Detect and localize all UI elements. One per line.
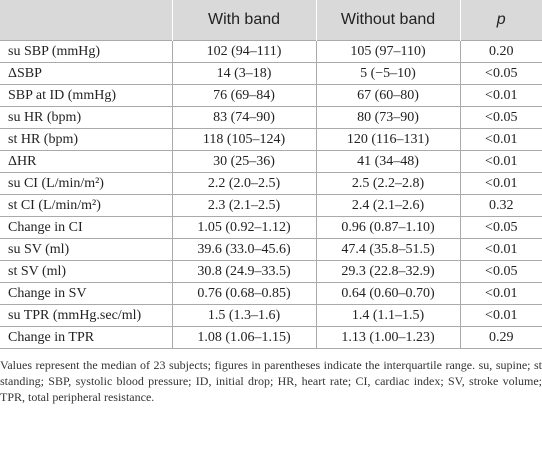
table-cell: 0.64 (0.60–0.70): [315, 282, 461, 305]
table-body: su SBP (mmHg) 102 (94–111) 105 (97–110) 0.2…: [0, 40, 542, 349]
table-cell: 2.2 (2.0–2.5): [171, 172, 317, 195]
table-cell: 83 (74–90): [171, 106, 317, 129]
table-cell: 47.4 (35.8–51.5): [315, 238, 461, 261]
table-row: ΔSBP 14 (3–18) 5 (−5–10) <0.05: [0, 62, 542, 85]
table-cell: <0.05: [459, 62, 542, 85]
table-cell: 41 (34–48): [315, 150, 461, 173]
header-cell: [0, 0, 172, 41]
table-cell: 0.76 (0.68–0.85): [171, 282, 317, 305]
table-cell: 0.32: [459, 194, 542, 217]
table-cell: <0.01: [459, 238, 542, 261]
row-label: Change in TPR: [0, 326, 173, 349]
row-label: su HR (bpm): [0, 106, 173, 129]
table-cell: 2.5 (2.2–2.8): [315, 172, 461, 195]
table-cell: <0.01: [459, 172, 542, 195]
table-row: ΔHR 30 (25–36) 41 (34–48) <0.01: [0, 150, 542, 173]
row-label: st HR (bpm): [0, 128, 173, 151]
table-cell: 1.05 (0.92–1.12): [171, 216, 317, 239]
table-cell: 39.6 (33.0–45.6): [171, 238, 317, 261]
table-cell: 0.20: [459, 40, 542, 63]
table-cell: 67 (60–80): [315, 84, 461, 107]
row-label: su SV (ml): [0, 238, 173, 261]
table-cell: 2.3 (2.1–2.5): [171, 194, 317, 217]
table-cell: 76 (69–84): [171, 84, 317, 107]
table-cell: 118 (105–124): [171, 128, 317, 151]
table-cell: 0.96 (0.87–1.10): [315, 216, 461, 239]
table-row: su CI (L/min/m²) 2.2 (2.0–2.5) 2.5 (2.2–2.…: [0, 172, 542, 195]
row-label: ΔSBP: [0, 62, 173, 85]
table-cell: 80 (73–90): [315, 106, 461, 129]
table-cell: 1.4 (1.1–1.5): [315, 304, 461, 327]
table-cell: 1.13 (1.00–1.23): [315, 326, 461, 349]
table-cell: <0.01: [459, 84, 542, 107]
row-label: su SBP (mmHg): [0, 40, 173, 63]
table-row: su HR (bpm) 83 (74–90) 80 (73–90) <0.05: [0, 106, 542, 129]
header-cell: With band: [171, 0, 316, 41]
table-row: Change in SV 0.76 (0.68–0.85) 0.64 (0.60–0…: [0, 282, 542, 305]
table-header: With band Without band p: [0, 0, 542, 41]
data-table: With band Without band p su SBP (mmHg) 10…: [0, 0, 542, 349]
table-cell: 1.08 (1.06–1.15): [171, 326, 317, 349]
table-row: st HR (bpm) 118 (105–124) 120 (116–131) <0.…: [0, 128, 542, 151]
table-cell: 14 (3–18): [171, 62, 317, 85]
table-cell: 30.8 (24.9–33.5): [171, 260, 317, 283]
row-label: su CI (L/min/m²): [0, 172, 173, 195]
header-cell: p: [459, 0, 542, 41]
table-cell: 0.29: [459, 326, 542, 349]
table-cell: <0.05: [459, 260, 542, 283]
table-cell: <0.01: [459, 282, 542, 305]
row-label: st SV (ml): [0, 260, 173, 283]
table-cell: 2.4 (2.1–2.6): [315, 194, 461, 217]
footnote: Values represent the median of 23 subjec…: [0, 358, 542, 404]
table-cell: 105 (97–110): [315, 40, 461, 63]
table-cell: <0.05: [459, 106, 542, 129]
header-cell: Without band: [315, 0, 460, 41]
header-row: With band Without band p: [0, 0, 542, 41]
table-row: SBP at ID (mmHg) 76 (69–84) 67 (60–80) <0.0…: [0, 84, 542, 107]
table-cell: 102 (94–111): [171, 40, 317, 63]
table-cell: <0.01: [459, 128, 542, 151]
row-label: ΔHR: [0, 150, 173, 173]
table-row: su SBP (mmHg) 102 (94–111) 105 (97–110) 0.2…: [0, 40, 542, 63]
row-label: SBP at ID (mmHg): [0, 84, 173, 107]
table-row: su SV (ml) 39.6 (33.0–45.6) 47.4 (35.8–51.…: [0, 238, 542, 261]
row-label: su TPR (mmHg.sec/ml): [0, 304, 173, 327]
table-row: su TPR (mmHg.sec/ml) 1.5 (1.3–1.6) 1.4 (1.…: [0, 304, 542, 327]
row-label: Change in CI: [0, 216, 173, 239]
table-cell: 30 (25–36): [171, 150, 317, 173]
table-row: st CI (L/min/m²) 2.3 (2.1–2.5) 2.4 (2.1–2.…: [0, 194, 542, 217]
table-cell: 1.5 (1.3–1.6): [171, 304, 317, 327]
table-row: st SV (ml) 30.8 (24.9–33.5) 29.3 (22.8–32.…: [0, 260, 542, 283]
table-cell: <0.01: [459, 150, 542, 173]
row-label: Change in SV: [0, 282, 173, 305]
table-cell: <0.05: [459, 216, 542, 239]
table-cell: <0.01: [459, 304, 542, 327]
row-label: st CI (L/min/m²): [0, 194, 173, 217]
table-cell: 29.3 (22.8–32.9): [315, 260, 461, 283]
table-cell: 120 (116–131): [315, 128, 461, 151]
table-row: Change in TPR 1.08 (1.06–1.15) 1.13 (1.00–…: [0, 326, 542, 349]
table-row: Change in CI 1.05 (0.92–1.12) 0.96 (0.87–1…: [0, 216, 542, 239]
table-cell: 5 (−5–10): [315, 62, 461, 85]
